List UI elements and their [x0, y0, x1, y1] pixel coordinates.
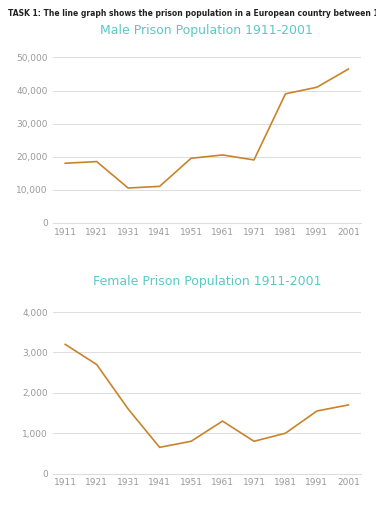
Text: TASK 1: The line graph shows the prison population in a European country between: TASK 1: The line graph shows the prison … — [8, 9, 376, 18]
Title: Male Prison Population 1911-2001: Male Prison Population 1911-2001 — [100, 24, 313, 37]
Title: Female Prison Population 1911-2001: Female Prison Population 1911-2001 — [92, 275, 321, 288]
